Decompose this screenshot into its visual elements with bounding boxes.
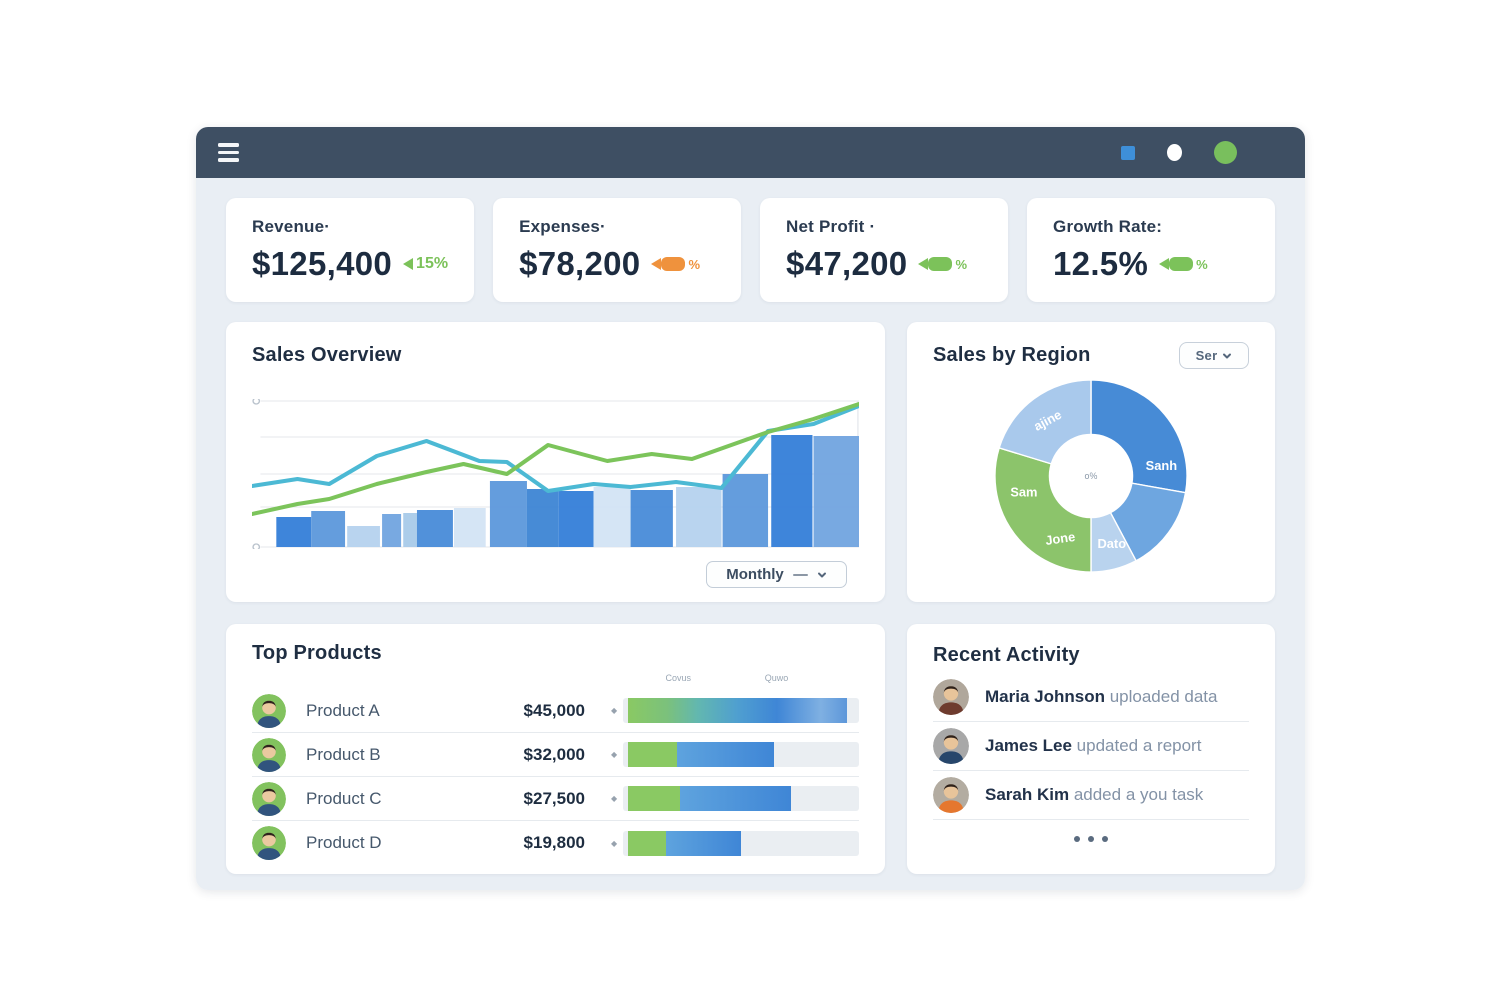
kpi-card-0: Revenue· $125,400 15% — [226, 198, 475, 302]
activity-avatar — [933, 728, 969, 764]
product-bar — [623, 742, 859, 767]
kpi-card-3: Growth Rate: 12.5%% — [1027, 198, 1275, 302]
titlebar — [196, 127, 1305, 178]
product-row-3: Product D $19,800 ◆ — [252, 821, 859, 865]
kpi-label: Growth Rate: — [1053, 217, 1163, 236]
trend-arrow-icon: % — [651, 257, 700, 272]
trend-text: % — [1196, 256, 1208, 272]
sales-overview-chart — [252, 399, 859, 549]
region-donut-chart: o% Sanh Dato Jone Sam ajine — [933, 377, 1249, 575]
kpi-value: 12.5% — [1053, 245, 1149, 282]
product-name: Product A — [306, 700, 380, 720]
donut-label-Dato: Dato — [1097, 536, 1126, 551]
bar-marker-icon: ◆ — [611, 706, 618, 715]
bar-marker-icon: ◆ — [611, 794, 618, 803]
more-options-ellipsis-icon[interactable] — [933, 836, 1249, 842]
product-bar — [623, 698, 859, 723]
sales-overview-title: Sales Overview — [252, 344, 402, 366]
hamburger-menu-icon[interactable] — [218, 143, 240, 162]
sales-by-region-title: Sales by Region — [933, 344, 1091, 366]
dashboard-content: Revenue· $125,400 15% Expenses· $78,200% Net … — [196, 178, 1305, 890]
product-value: $19,800 — [523, 833, 585, 852]
window-control-green-circle[interactable] — [1214, 141, 1237, 164]
top-products-list: Product A $45,000 ◆ Product B $32,000 ◆ Produc… — [252, 689, 859, 865]
kpi-label: Net Profit · — [786, 217, 876, 236]
product-row-2: Product C $27,500 ◆ — [252, 777, 859, 821]
product-value: $32,000 — [523, 744, 585, 764]
region-filter-label: Ser — [1195, 348, 1218, 363]
product-bar — [623, 830, 859, 856]
product-avatar — [252, 737, 286, 772]
sales-by-region-card: Sales by Region Ser o% Sanh Dato Jone Sam aji… — [907, 322, 1275, 602]
activity-avatar — [933, 777, 969, 813]
top-products-column-headers: Covus Quwo — [252, 671, 859, 689]
kpi-label: Expenses· — [519, 217, 606, 236]
activity-row-2: Sarah Kim added a you task — [933, 771, 1249, 820]
window-controls — [1121, 141, 1289, 164]
recent-activity-card: Recent Activity Maria Johnson uploaded d… — [907, 624, 1275, 874]
period-dropdown[interactable]: Monthly — [706, 561, 847, 588]
trend-arrow-icon: 15% — [403, 255, 448, 273]
product-name: Product C — [306, 788, 382, 808]
trend-text: % — [955, 256, 967, 272]
activity-user-name: Sarah Kim — [985, 785, 1070, 804]
activity-row-1: James Lee updated a report — [933, 722, 1249, 771]
sales-overview-card: Sales Overview Monthly — [226, 322, 885, 602]
donut-label-Sanh: Sanh — [1146, 458, 1178, 473]
activity-user-name: James Lee — [985, 736, 1072, 755]
window-control-blue-square[interactable] — [1121, 145, 1135, 160]
product-avatar — [252, 781, 286, 816]
activity-action: updated a report — [1071, 736, 1202, 755]
donut-label-Jone: Jone — [1044, 529, 1076, 548]
green-line — [252, 402, 859, 516]
kpi-label: Revenue· — [252, 217, 331, 236]
activity-action: added a you task — [1069, 785, 1204, 804]
product-avatar — [252, 826, 286, 860]
activity-row-0: Maria Johnson uploaded data — [933, 673, 1249, 722]
product-value: $45,000 — [523, 700, 585, 720]
activity-text: James Lee updated a report — [985, 736, 1201, 756]
period-dropdown-label: Monthly — [726, 566, 784, 583]
bar-column-label-2: Quwo — [764, 673, 789, 683]
trend-text: 15% — [416, 255, 449, 272]
bar-marker-icon: ◆ — [611, 750, 618, 759]
trend-text: % — [688, 256, 701, 272]
activity-avatar — [933, 679, 969, 715]
chevron-down-icon — [1223, 353, 1232, 358]
recent-activity-title: Recent Activity — [933, 644, 1080, 666]
kpi-value: $78,200 — [519, 245, 641, 282]
bar-column-label-1: Covus — [665, 673, 692, 683]
kpi-card-2: Net Profit · $47,200% — [760, 198, 1009, 302]
kpi-value: $125,400 — [252, 245, 393, 282]
chevron-down-icon — [817, 572, 826, 577]
top-products-title: Top Products — [252, 642, 382, 664]
product-value: $27,500 — [523, 788, 585, 808]
activity-text: Sarah Kim added a you task — [985, 785, 1203, 805]
kpi-value: $47,200 — [786, 245, 908, 282]
donut-label-Sam: Sam — [1010, 485, 1037, 500]
donut-center-text: o% — [1085, 471, 1098, 481]
bar-marker-icon: ◆ — [611, 838, 618, 848]
trend-arrow-icon: % — [918, 257, 967, 272]
product-name: Product D — [306, 833, 382, 852]
product-name: Product B — [306, 744, 381, 764]
product-bar — [623, 786, 859, 811]
recent-activity-list: Maria Johnson uploaded data James Lee upd… — [933, 673, 1249, 820]
trend-arrow-icon: % — [1159, 257, 1208, 272]
top-products-card: Top Products Covus Quwo Product A $45,000… — [226, 624, 885, 874]
activity-text: Maria Johnson uploaded data — [985, 687, 1217, 707]
product-row-0: Product A $45,000 ◆ — [252, 689, 859, 733]
activity-user-name: Maria Johnson — [985, 687, 1105, 706]
product-row-1: Product B $32,000 ◆ — [252, 733, 859, 777]
app-window: Revenue· $125,400 15% Expenses· $78,200% Net … — [196, 127, 1305, 890]
product-avatar — [252, 693, 286, 728]
kpi-row: Revenue· $125,400 15% Expenses· $78,200% Net … — [226, 198, 1275, 302]
dash-icon — [792, 573, 808, 576]
teal-line — [252, 404, 859, 493]
region-filter-dropdown[interactable]: Ser — [1179, 342, 1249, 369]
kpi-card-1: Expenses· $78,200% — [493, 198, 742, 302]
window-control-white-dot[interactable] — [1167, 144, 1182, 161]
activity-action: uploaded data — [1104, 687, 1218, 706]
